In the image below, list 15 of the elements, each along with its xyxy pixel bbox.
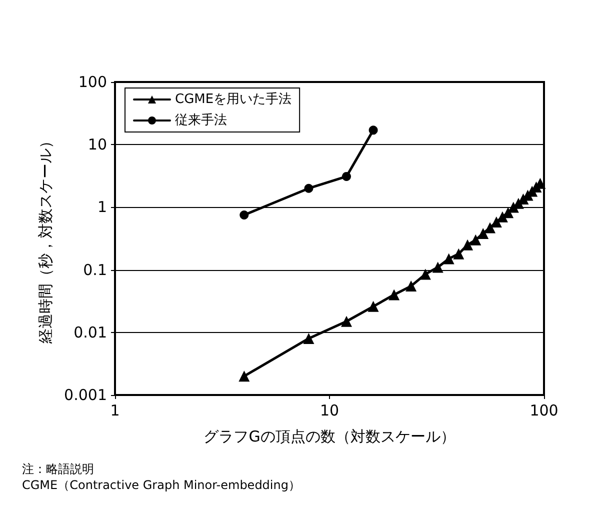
legend-label: CGMEを用いた手法	[175, 92, 292, 107]
y-tick-label: 0.001	[64, 386, 107, 404]
legend-label: 従来手法	[175, 113, 227, 128]
y-axis-title: 経過時間（秒，対数スケール）	[36, 134, 54, 344]
y-tick-label: 1	[97, 198, 107, 216]
y-tick-label: 0.01	[74, 323, 107, 342]
x-axis-title: グラフGの頂点の数（対数スケール）	[204, 428, 456, 446]
y-tick-label: 0.1	[83, 260, 107, 279]
x-tick-label: 10	[320, 402, 340, 420]
text: CGME（Contractive Graph Minor-embedding）	[22, 478, 300, 492]
text: 注：略語説明	[22, 462, 94, 476]
y-tick-label: 10	[88, 136, 107, 154]
x-tick-label: 1	[110, 402, 120, 420]
x-tick-label: 100	[530, 402, 558, 420]
y-tick-label: 100	[78, 73, 107, 91]
